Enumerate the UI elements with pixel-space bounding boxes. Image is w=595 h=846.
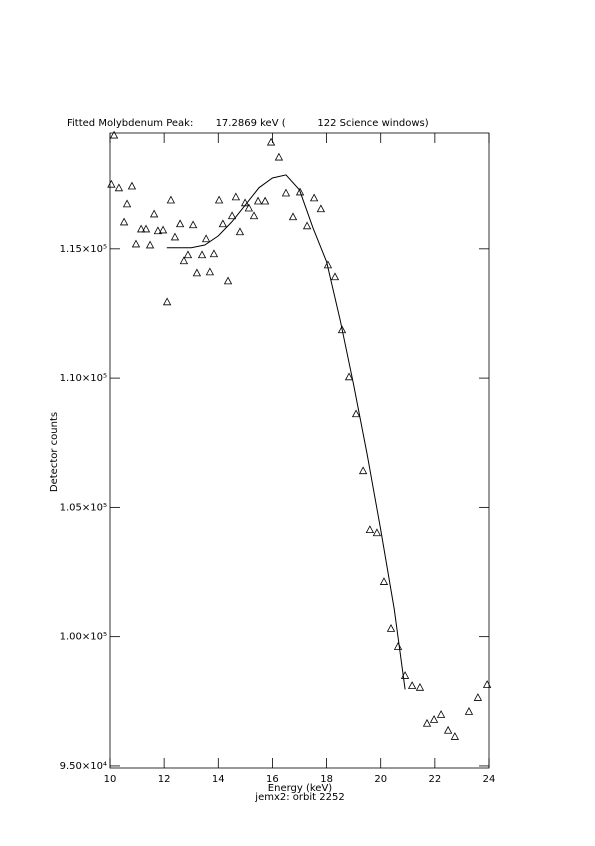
data-point <box>166 195 176 204</box>
data-point <box>136 224 146 233</box>
data-point <box>188 220 198 229</box>
data-point <box>107 179 116 188</box>
data-point <box>223 276 233 285</box>
data-point <box>109 130 119 139</box>
data-point <box>153 226 163 235</box>
y-tick-label: 1.00×10⁵ <box>60 632 107 643</box>
data-point <box>473 693 483 701</box>
data-point <box>235 227 245 236</box>
data-point <box>295 187 305 196</box>
data-point <box>429 715 439 723</box>
x-tick-label: 20 <box>374 774 387 785</box>
data-point <box>158 225 168 234</box>
plot-frame <box>109 132 490 769</box>
x-tick-label: 12 <box>158 774 171 785</box>
data-point <box>309 193 319 202</box>
data-point <box>127 181 137 190</box>
data-point <box>365 525 375 534</box>
y-tick-label: 1.10×10⁵ <box>60 373 107 384</box>
data-point <box>175 219 185 228</box>
data-point <box>358 466 368 475</box>
x-tick-label: 10 <box>104 774 117 785</box>
data-point <box>443 725 453 734</box>
data-point <box>131 239 141 248</box>
chart-title: Fitted Molybdenum Peak: 17.2869 keV ( 12… <box>67 118 429 129</box>
data-point <box>253 196 263 205</box>
data-point <box>149 209 159 218</box>
data-point <box>214 195 224 204</box>
data-point <box>450 732 460 740</box>
y-tick-label: 1.15×10⁵ <box>60 244 107 255</box>
data-point <box>422 718 432 727</box>
data-point <box>400 671 410 679</box>
data-point <box>337 325 347 334</box>
data-point <box>179 256 189 265</box>
data-point <box>197 250 207 259</box>
data-point <box>201 234 211 243</box>
data-point <box>266 137 276 146</box>
data-point <box>379 577 389 585</box>
data-point <box>482 680 492 688</box>
data-point <box>227 211 237 220</box>
data-point <box>464 707 474 715</box>
x-tick-label: 22 <box>428 774 441 785</box>
data-point <box>192 268 202 277</box>
data-point <box>231 192 241 201</box>
data-point <box>302 221 312 230</box>
data-point <box>330 272 340 281</box>
data-point <box>114 183 124 192</box>
data-point <box>122 199 132 208</box>
data-point <box>344 372 354 381</box>
data-point <box>119 217 129 226</box>
x-axis-label: Energy (keV) <box>268 783 333 794</box>
x-tick-label: 18 <box>320 774 333 785</box>
data-point <box>162 297 172 306</box>
data-point <box>415 682 425 691</box>
y-axis-label: Detector counts <box>49 412 60 492</box>
data-point <box>141 224 151 233</box>
y-tick-label: 9.50×10⁴ <box>60 761 107 772</box>
data-point <box>209 249 219 258</box>
data-point <box>372 528 382 537</box>
x-tick-label: 24 <box>483 774 496 785</box>
data-point <box>218 219 228 228</box>
x-tick-label: 16 <box>266 774 279 785</box>
data-point <box>316 204 326 213</box>
x-tick-label: 14 <box>212 774 225 785</box>
y-tick-label: 1.05×10⁵ <box>60 502 107 513</box>
data-point <box>244 203 254 212</box>
data-point <box>386 624 396 632</box>
data-point <box>260 196 270 205</box>
data-point <box>288 212 298 221</box>
data-point <box>170 232 180 241</box>
data-point <box>249 211 259 220</box>
subtitle: jemx2: orbit 2252 <box>254 792 344 803</box>
fit-line <box>166 174 406 690</box>
data-point <box>281 188 291 197</box>
data-point <box>145 240 155 249</box>
data-point <box>393 642 403 650</box>
data-point <box>183 250 193 259</box>
data-point <box>436 710 446 718</box>
data-point <box>351 409 361 418</box>
data-point <box>240 198 250 207</box>
data-point <box>205 267 215 276</box>
data-point <box>407 681 417 689</box>
data-point <box>274 152 284 161</box>
data-point <box>323 260 333 269</box>
